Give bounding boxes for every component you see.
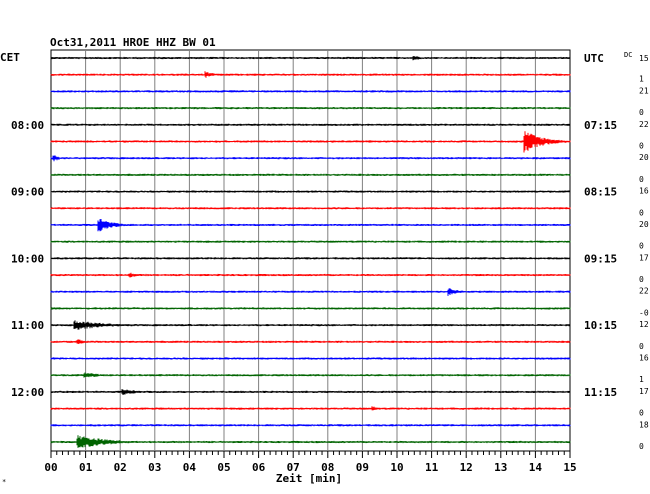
dc-offset-value: 17	[639, 253, 649, 262]
seismic-trace	[50, 288, 571, 296]
plot-grid	[50, 49, 571, 458]
seismic-trace	[50, 190, 571, 193]
utc-time-label: 10:15	[584, 319, 617, 332]
x-tick-label: 08	[321, 461, 334, 474]
seismic-trace	[50, 219, 571, 232]
x-tick-label: 02	[114, 461, 127, 474]
x-tick-label: 10	[390, 461, 403, 474]
cet-label: CET	[0, 51, 20, 64]
dc-offset-value: 22	[639, 120, 649, 129]
chart-title: Oct31,2011 HROE HHZ BW 01	[50, 36, 216, 49]
x-tick-label: 11	[425, 461, 439, 474]
utc-time-label: UTC	[584, 52, 604, 65]
dc-offset-value: 0	[639, 108, 644, 117]
dc-offset-value: 1	[639, 75, 644, 84]
seismic-trace	[50, 389, 571, 395]
seismic-trace	[50, 257, 571, 260]
dc-offset-value: 0	[639, 342, 644, 351]
x-tick-label: 09	[356, 461, 369, 474]
x-tick-label: 00	[44, 461, 57, 474]
cet-time-label: 11:00	[11, 319, 44, 332]
seismic-trace	[50, 406, 571, 411]
seismic-trace	[50, 357, 571, 360]
seismic-trace	[50, 123, 571, 126]
cet-time-label: 12:00	[11, 386, 44, 399]
dc-offset-value: 1	[639, 375, 644, 384]
utc-time-label: 08:15	[584, 186, 617, 199]
seismic-trace	[50, 107, 571, 110]
seismic-trace	[50, 207, 571, 210]
dc-offset-value: 17	[639, 387, 649, 396]
traces	[50, 56, 571, 448]
cet-time-label: 10:00	[11, 252, 44, 265]
cet-time-label: 09:00	[11, 186, 44, 199]
seismic-trace	[50, 56, 571, 61]
dc-offset-value: 20	[639, 153, 649, 162]
dc-offset-value: 0	[639, 242, 644, 251]
seismic-trace	[50, 71, 571, 78]
seismic-trace	[50, 173, 571, 176]
corner-mark: *	[2, 478, 6, 486]
seismic-trace	[50, 272, 571, 278]
dc-offset-values: 15 1 21 0 22 0 20 0 16 0 20 0 17 0 22 -0 12 0 16 1 17 0 18 0	[639, 54, 649, 451]
dc-offset-value: 16	[639, 354, 649, 363]
dc-offset-value: 16	[639, 187, 649, 196]
x-tick-label: 07	[287, 461, 300, 474]
seismic-trace	[50, 90, 571, 93]
x-axis-label: Zeit [min]	[276, 472, 342, 485]
x-tick-label: 05	[217, 461, 230, 474]
x-tick-label: 15	[563, 461, 576, 474]
dc-offset-value: 22	[639, 287, 649, 296]
x-tick-label: 04	[183, 461, 197, 474]
cet-time-label: 08:00	[11, 119, 44, 132]
dc-offset-value: 0	[639, 175, 644, 184]
seismic-trace	[50, 339, 571, 344]
x-tick-label: 12	[460, 461, 473, 474]
x-tick-labels: 00 01 02 03 04 05 06 07 08 09 10 11 12 13 14 15	[44, 461, 576, 474]
left-time-labels: 08:00 09:00 10:00 11:00 12:00	[11, 119, 44, 399]
utc-time-label: 11:15	[584, 386, 617, 399]
x-tick-label: 14	[529, 461, 543, 474]
seismic-trace	[50, 372, 571, 378]
dc-offset-value: 15	[639, 54, 649, 63]
seismic-trace	[50, 435, 571, 448]
dc-offset-value: 21	[639, 86, 649, 95]
utc-time-label: 09:15	[584, 252, 617, 265]
x-tick-label: 06	[252, 461, 266, 474]
dc-offset-value: 20	[639, 220, 649, 229]
utc-time-label: 07:15	[584, 119, 617, 132]
seismic-trace	[50, 240, 571, 243]
right-time-labels: UTC 07:15 08:15 09:15 10:15 11:15	[584, 52, 617, 399]
dc-offset-value: 18	[639, 420, 649, 429]
seismic-trace	[50, 155, 571, 162]
dc-offset-value: 0	[639, 208, 644, 217]
seismic-trace	[50, 424, 571, 427]
x-tick-label: 13	[494, 461, 507, 474]
seismic-trace	[50, 307, 571, 310]
seismic-trace	[50, 131, 571, 153]
dc-offset-value: -0	[639, 308, 649, 317]
dc-offset-value: 0	[639, 442, 644, 451]
x-tick-label: 03	[148, 461, 161, 474]
dc-offset-value: 12	[639, 320, 649, 329]
dc-offset-value: 0	[639, 275, 644, 284]
dc-offset-value: 0	[639, 141, 644, 150]
dc-label: DC	[624, 51, 632, 59]
seismic-trace	[50, 320, 571, 330]
x-tick-label: 01	[79, 461, 93, 474]
dc-offset-value: 0	[639, 409, 644, 418]
